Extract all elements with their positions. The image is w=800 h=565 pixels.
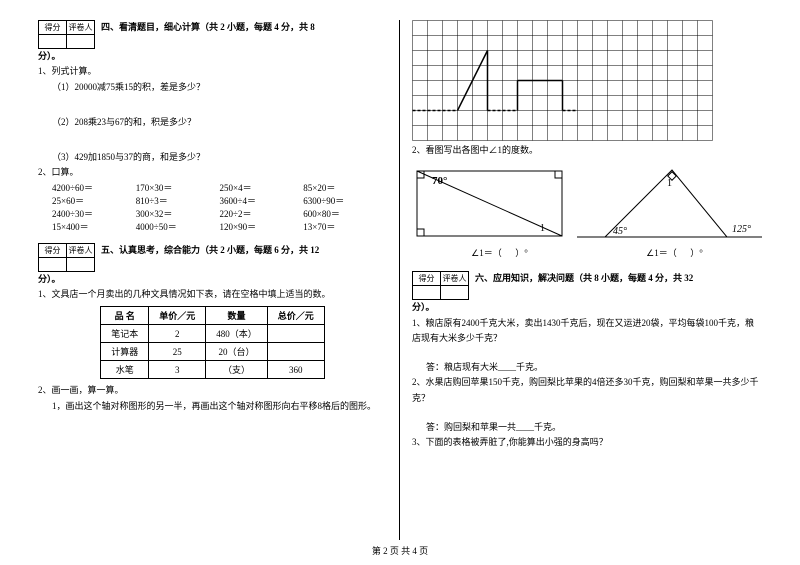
calc-cell: 4000÷50＝ bbox=[136, 220, 220, 233]
calc-cell: 250×4＝ bbox=[220, 181, 304, 194]
q1c: （3）429加1850与37的商，和是多少？ bbox=[52, 150, 387, 165]
table-cell[interactable]: （支） bbox=[206, 361, 268, 379]
score-label: 得分 bbox=[413, 272, 441, 286]
angle-answer: ∠1＝（ ）° bbox=[646, 246, 703, 259]
grader-cell[interactable] bbox=[67, 257, 95, 271]
table-header: 总价／元 bbox=[267, 307, 324, 325]
calc-cell: 13×70＝ bbox=[303, 220, 387, 233]
s6-q2: 2、水果店购回苹果150千克，购回梨比苹果的4倍还多30千克，购回梨和苹果一共多… bbox=[412, 375, 762, 406]
calc-cell: 300×32＝ bbox=[136, 207, 220, 220]
stationery-table: 品 名 单价／元 数量 总价／元 笔记本2480（本） 计算器2520（台） 水… bbox=[100, 306, 325, 379]
angle-answer-row: ∠1＝（ ）° ∠1＝（ ）° bbox=[412, 246, 762, 259]
triangle-angle-svg: 45° 125° 1 bbox=[577, 162, 762, 244]
score-box: 得分评卷人 bbox=[412, 271, 469, 300]
q1b: （2）208乘23与67的和，积是多少？ bbox=[52, 115, 387, 130]
section-5-header: 得分评卷人 五、认真思考，综合能力（共 2 小题，每题 6 分，共 12 bbox=[38, 243, 387, 257]
grid-figure bbox=[412, 20, 762, 143]
s5-q1: 1、文具店一个月卖出的几种文具情况如下表，请在空格中填上适当的数。 bbox=[38, 287, 387, 302]
table-row: 笔记本2480（本） bbox=[101, 325, 325, 343]
table-cell: 笔记本 bbox=[101, 325, 149, 343]
grader-cell[interactable] bbox=[441, 286, 469, 300]
calc-cell: 170×30＝ bbox=[136, 181, 220, 194]
table-header: 品 名 bbox=[101, 307, 149, 325]
table-cell: 25 bbox=[149, 343, 206, 361]
grader-cell[interactable] bbox=[67, 35, 95, 49]
right-column: 2、看图写出各图中∠1的度数。 70° 1 45° 125° 1 ∠1＝（ bbox=[404, 20, 770, 540]
left-column: 得分评卷人 四、看清题目，细心计算（共 2 小题，每题 4 分，共 8 分）。 … bbox=[30, 20, 395, 540]
section-4-header: 得分评卷人 四、看清题目，细心计算（共 2 小题，每题 4 分，共 8 bbox=[38, 20, 387, 34]
calc-cell: 4200÷60＝ bbox=[52, 181, 136, 194]
angle-answer: ∠1＝（ ）° bbox=[471, 246, 528, 259]
page-footer: 第 2 页 共 4 页 bbox=[0, 540, 800, 557]
angle-label: ∠1＝（ bbox=[646, 248, 677, 258]
table-header: 单价／元 bbox=[149, 307, 206, 325]
mental-calc-grid: 4200÷60＝170×30＝250×4＝85×20＝ 25×60＝810÷3＝… bbox=[52, 181, 387, 233]
calc-cell: 220÷2＝ bbox=[220, 207, 304, 220]
grader-label: 评卷人 bbox=[441, 272, 469, 286]
calc-cell: 120×90＝ bbox=[220, 220, 304, 233]
angle-figures: 70° 1 45° 125° 1 bbox=[412, 162, 762, 244]
table-header: 数量 bbox=[206, 307, 268, 325]
angle-70-label: 70° bbox=[432, 175, 447, 187]
table-cell: 计算器 bbox=[101, 343, 149, 361]
calc-cell: 15×400＝ bbox=[52, 220, 136, 233]
calc-cell: 2400÷30＝ bbox=[52, 207, 136, 220]
table-cell: 2 bbox=[149, 325, 206, 343]
calc-cell: 3600÷4＝ bbox=[220, 194, 304, 207]
table-row: 水笔3（支）360 bbox=[101, 361, 325, 379]
s6-q1: 1、粮店原有2400千克大米，卖出1430千克后，现在又运进20袋，平均每袋10… bbox=[412, 316, 762, 347]
angle-label-end: ）° bbox=[515, 248, 528, 258]
angle-1-mark: 1 bbox=[540, 223, 545, 234]
score-cell[interactable] bbox=[39, 35, 67, 49]
calc-cell: 810÷3＝ bbox=[136, 194, 220, 207]
table-cell: 3 bbox=[149, 361, 206, 379]
page: 得分评卷人 四、看清题目，细心计算（共 2 小题，每题 4 分，共 8 分）。 … bbox=[0, 0, 800, 540]
angle-label-end: ）° bbox=[690, 248, 703, 258]
section-6-title-tail: 分）。 bbox=[412, 300, 762, 315]
s5-q2a: 1，画出这个轴对称图形的另一半，再画出这个轴对称图形向右平移8格后的图形。 bbox=[52, 399, 387, 414]
score-box: 得分评卷人 bbox=[38, 20, 95, 49]
s5-q2: 2、画一画，算一算。 bbox=[38, 383, 387, 398]
grader-label: 评卷人 bbox=[67, 243, 95, 257]
table-cell: 20（台） bbox=[206, 343, 268, 361]
score-cell[interactable] bbox=[39, 257, 67, 271]
grid-svg bbox=[412, 20, 713, 141]
table-cell: 水笔 bbox=[101, 361, 149, 379]
section-5-title-tail: 分）。 bbox=[38, 272, 387, 287]
angle-45-label: 45° bbox=[613, 226, 627, 237]
column-divider bbox=[399, 20, 400, 540]
calc-cell: 6300÷90＝ bbox=[303, 194, 387, 207]
score-cell[interactable] bbox=[413, 286, 441, 300]
angle-125-label: 125° bbox=[732, 224, 751, 235]
table-row: 计算器2520（台） bbox=[101, 343, 325, 361]
s6-a1: 答：粮店现有大米____千克。 bbox=[426, 360, 762, 375]
grader-label: 评卷人 bbox=[67, 21, 95, 35]
section-6-header: 得分评卷人 六、应用知识，解决问题（共 8 小题，每题 4 分，共 32 bbox=[412, 271, 762, 285]
calc-cell: 600×80＝ bbox=[303, 207, 387, 220]
s6-q3: 3、下面的表格被弄脏了,你能算出小强的身高吗？ bbox=[412, 435, 762, 450]
table-cell[interactable] bbox=[267, 343, 324, 361]
table-cell: 480（本） bbox=[206, 325, 268, 343]
score-box: 得分评卷人 bbox=[38, 243, 95, 272]
q1a: （1）20000减75乘15的积，差是多少？ bbox=[52, 80, 387, 95]
calc-cell: 25×60＝ bbox=[52, 194, 136, 207]
table-cell: 360 bbox=[267, 361, 324, 379]
section-4-title-tail: 分）。 bbox=[38, 49, 387, 64]
rect-angle-svg: 70° 1 bbox=[412, 166, 567, 244]
score-label: 得分 bbox=[39, 243, 67, 257]
calc-cell: 85×20＝ bbox=[303, 181, 387, 194]
table-cell[interactable] bbox=[267, 325, 324, 343]
s6-a2: 答：购回梨和苹果一共____千克。 bbox=[426, 420, 762, 435]
score-label: 得分 bbox=[39, 21, 67, 35]
q2-label: 2、口算。 bbox=[38, 165, 387, 180]
q1-label: 1、列式计算。 bbox=[38, 64, 387, 79]
angle-label: ∠1＝（ bbox=[471, 248, 502, 258]
right-q2: 2、看图写出各图中∠1的度数。 bbox=[412, 143, 762, 158]
